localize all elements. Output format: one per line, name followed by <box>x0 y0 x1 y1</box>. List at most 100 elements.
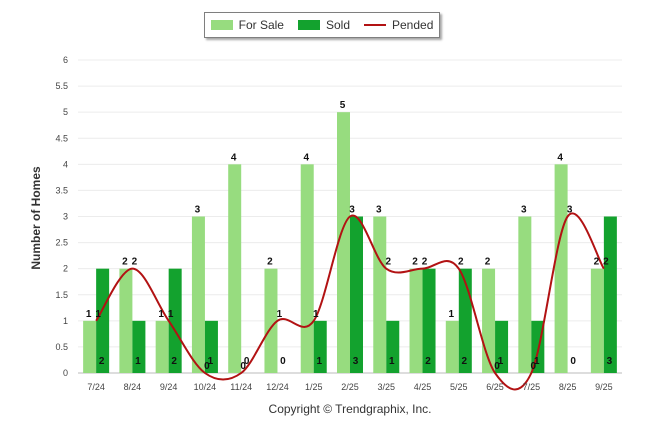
legend-sold[interactable]: Sold <box>297 18 350 32</box>
y-tick-label: 3 <box>63 212 68 222</box>
for-sale-label: 3 <box>376 205 382 216</box>
x-tick-label: 4/25 <box>414 382 432 392</box>
for-sale-bar <box>228 164 242 373</box>
sold-bar <box>386 320 400 373</box>
for-sale-bar <box>337 112 350 374</box>
for-sale-label: 4 <box>231 152 237 163</box>
x-tick-label: 12/24 <box>266 382 289 392</box>
y-tick-label: 5.5 <box>55 81 68 91</box>
sold-bar <box>495 320 509 373</box>
for-sale-bar <box>409 268 423 373</box>
pended-label: 2 <box>603 257 609 268</box>
y-tick-label: 1 <box>63 316 68 326</box>
copyright-text: Copyright © Trendgraphix, Inc. <box>268 402 432 416</box>
for-sale-bar <box>264 268 278 373</box>
x-tick-label: 8/25 <box>559 382 577 392</box>
for-sale-label: 1 <box>449 309 455 320</box>
pended-label: 0 <box>494 361 500 372</box>
for-sale-bar <box>518 216 532 373</box>
for-sale-label: 1 <box>86 309 92 320</box>
y-tick-labels: 0 0.5 1 1.5 2 2.5 3 3.5 4 4.5 5 5.5 6 <box>55 55 68 378</box>
y-tick-label: 4 <box>63 159 68 169</box>
x-tick-labels: 7/24 8/24 9/24 10/24 11/24 12/24 1/25 2/25 3/25 4… <box>87 382 612 392</box>
for-sale-bar <box>155 320 169 373</box>
sold-label: 2 <box>462 356 468 367</box>
x-tick-label: 2/25 <box>341 382 359 392</box>
sold-label: 2 <box>425 356 431 367</box>
y-tick-label: 6 <box>63 55 68 65</box>
x-tick-label: 1/25 <box>305 382 323 392</box>
x-tick-label: 3/25 <box>378 382 396 392</box>
pended-label: 3 <box>349 205 355 216</box>
for-sale-label: 2 <box>412 257 418 268</box>
legend-sold-label: Sold <box>325 18 350 32</box>
legend-pended[interactable]: Pended <box>364 18 433 32</box>
sold-bar <box>603 216 617 373</box>
for-sale-label: 4 <box>303 152 309 163</box>
pended-label: 1 <box>168 309 174 320</box>
x-tick-label: 5/25 <box>450 382 468 392</box>
bars <box>83 112 617 374</box>
sold-bar <box>132 320 146 373</box>
for-sale-bar <box>83 320 97 373</box>
legend-for-sale-label: For Sale <box>238 18 284 32</box>
pended-label: 2 <box>458 257 464 268</box>
pended-line-path <box>95 212 605 391</box>
sold-label: 1 <box>498 356 504 367</box>
sold-label: 1 <box>208 356 214 367</box>
for-sale-bar <box>590 268 604 373</box>
for-sale-label: 1 <box>158 309 164 320</box>
pended-line <box>95 212 605 391</box>
pended-label: 1 <box>313 309 319 320</box>
sold-bar <box>168 268 182 373</box>
for-sale-label: 2 <box>594 257 600 268</box>
sold-label: 3 <box>607 356 613 367</box>
legend-pended-label: Pended <box>392 18 434 32</box>
pended-label: 2 <box>385 257 391 268</box>
sold-bar <box>96 268 110 373</box>
sold-bar <box>313 320 327 373</box>
for-sale-label: 2 <box>485 257 491 268</box>
for-sale-bar <box>300 164 314 373</box>
y-tick-label: 2.5 <box>55 238 68 248</box>
x-tick-label: 8/24 <box>124 382 142 392</box>
sold-label: 1 <box>135 356 141 367</box>
x-tick-label: 7/24 <box>87 382 105 392</box>
y-tick-label: 1.5 <box>55 290 68 300</box>
sold-label: 0 <box>244 356 250 367</box>
pended-label: 1 <box>277 309 283 320</box>
x-tick-label: 6/25 <box>486 382 504 392</box>
for-sale-bar <box>119 268 133 373</box>
sold-bar <box>350 216 363 373</box>
for-sale-bar <box>373 216 387 373</box>
for-sale-label: 3 <box>195 205 201 216</box>
for-sale-label: 2 <box>267 257 273 268</box>
sold-label: 1 <box>316 356 322 367</box>
legend: For Sale Sold Pended <box>204 12 440 38</box>
legend-for-sale[interactable]: For Sale <box>210 18 284 32</box>
x-tick-label: 9/24 <box>160 382 178 392</box>
sold-label: 3 <box>353 356 359 367</box>
y-tick-label: 5 <box>63 107 68 117</box>
pended-label: 3 <box>567 205 573 216</box>
x-tick-label: 11/24 <box>230 382 252 392</box>
for-sale-label: 2 <box>122 257 128 268</box>
for-sale-bar <box>554 164 568 373</box>
sold-label: 1 <box>389 356 395 367</box>
sold-label: 0 <box>280 356 286 367</box>
y-axis-label: Number of Homes <box>29 166 43 270</box>
y-tick-label: 2 <box>63 264 68 274</box>
for-sale-label: 3 <box>521 205 527 216</box>
x-tick-label: 9/25 <box>595 382 613 392</box>
pended-label: 0 <box>531 361 537 372</box>
sold-bar <box>422 268 436 373</box>
sold-label: 1 <box>534 356 540 367</box>
pended-label: 1 <box>95 309 101 320</box>
pended-label: 0 <box>240 361 246 372</box>
pended-label: 0 <box>204 361 210 372</box>
for-sale-label: 5 <box>340 100 346 111</box>
sold-label: 2 <box>171 356 177 367</box>
for-sale-bar <box>191 216 205 373</box>
